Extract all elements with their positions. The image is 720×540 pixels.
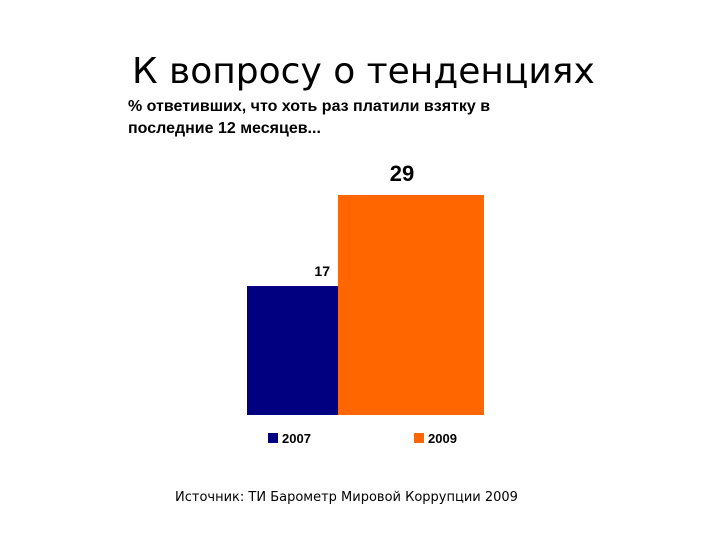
data-label-2007: 17 [314, 263, 330, 279]
chart-title: % ответивших, что хоть раз платили взятк… [128, 98, 491, 137]
data-label-2009: 29 [390, 161, 414, 186]
source-note: Источник: ТИ Барометр Мировой Коррупции … [175, 490, 518, 505]
slide-title: К вопросу о тенденциях [132, 51, 595, 92]
bars-layer [247, 195, 484, 415]
bar-2009 [338, 195, 484, 415]
bar-2007 [247, 286, 338, 415]
legend-label-2007: 2007 [282, 431, 311, 446]
legend-swatch-2009 [414, 433, 424, 443]
legend: 2007 2009 [268, 431, 457, 446]
legend-label-2009: 2009 [428, 431, 457, 446]
legend-swatch-2007 [268, 433, 278, 443]
